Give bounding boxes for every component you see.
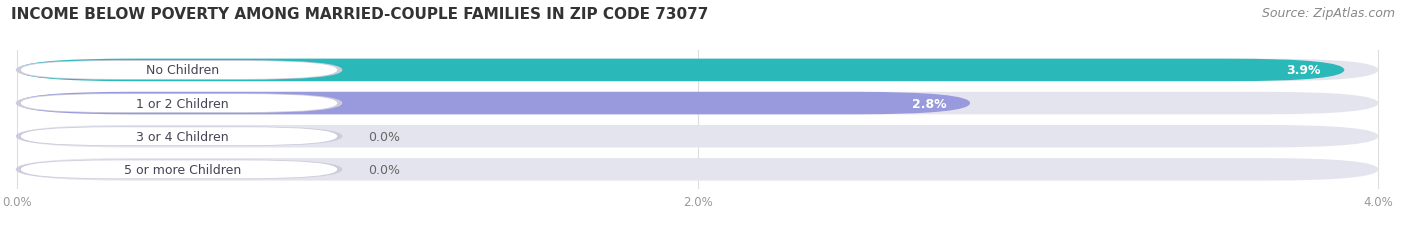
Text: 5 or more Children: 5 or more Children bbox=[124, 163, 240, 176]
FancyBboxPatch shape bbox=[21, 95, 337, 112]
Text: 1 or 2 Children: 1 or 2 Children bbox=[136, 97, 229, 110]
FancyBboxPatch shape bbox=[17, 92, 1378, 115]
Text: 0.0%: 0.0% bbox=[368, 130, 399, 143]
FancyBboxPatch shape bbox=[15, 160, 343, 179]
FancyBboxPatch shape bbox=[21, 161, 337, 179]
FancyBboxPatch shape bbox=[17, 125, 1378, 148]
FancyBboxPatch shape bbox=[15, 94, 343, 113]
FancyBboxPatch shape bbox=[15, 61, 343, 80]
FancyBboxPatch shape bbox=[17, 92, 970, 115]
FancyBboxPatch shape bbox=[17, 59, 1378, 82]
FancyBboxPatch shape bbox=[17, 158, 1378, 181]
Text: No Children: No Children bbox=[146, 64, 219, 77]
Text: INCOME BELOW POVERTY AMONG MARRIED-COUPLE FAMILIES IN ZIP CODE 73077: INCOME BELOW POVERTY AMONG MARRIED-COUPL… bbox=[11, 7, 709, 22]
FancyBboxPatch shape bbox=[21, 128, 337, 146]
Text: 0.0%: 0.0% bbox=[368, 163, 399, 176]
Text: Source: ZipAtlas.com: Source: ZipAtlas.com bbox=[1261, 7, 1395, 20]
Text: 3.9%: 3.9% bbox=[1286, 64, 1320, 77]
FancyBboxPatch shape bbox=[17, 59, 1344, 82]
FancyBboxPatch shape bbox=[21, 62, 337, 80]
Text: 3 or 4 Children: 3 or 4 Children bbox=[136, 130, 229, 143]
FancyBboxPatch shape bbox=[15, 127, 343, 146]
Text: 2.8%: 2.8% bbox=[911, 97, 946, 110]
